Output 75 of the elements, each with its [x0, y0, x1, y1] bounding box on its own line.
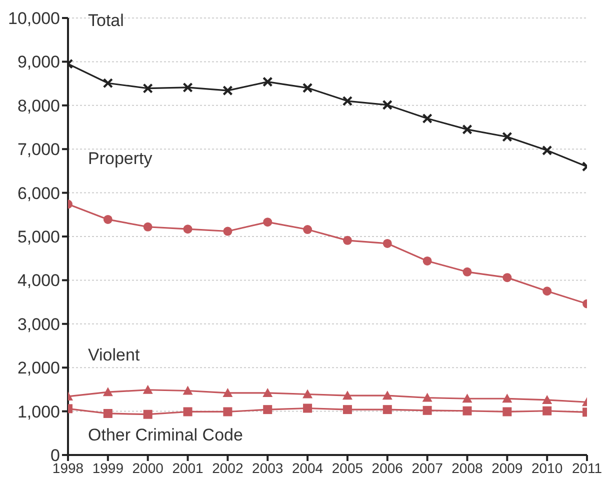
point — [262, 76, 273, 87]
point — [103, 408, 112, 418]
series-label: Violent — [88, 345, 140, 364]
series-label: Other Criminal Code — [88, 426, 243, 445]
point — [422, 406, 432, 415]
point — [183, 407, 192, 416]
point — [502, 273, 512, 282]
point — [182, 386, 193, 395]
text: Property — [88, 149, 153, 168]
point — [342, 390, 352, 400]
point — [142, 384, 153, 394]
x-tick-label: 2005 — [332, 460, 364, 476]
x-tick-label: 2001 — [172, 460, 204, 476]
y-tick-label: 7,000 — [17, 140, 60, 160]
point — [342, 236, 352, 245]
point — [302, 82, 313, 94]
y-tick-label: 10,000 — [8, 9, 60, 28]
y-tick-label: 4,000 — [17, 271, 60, 290]
point — [542, 406, 552, 416]
point — [223, 226, 232, 236]
point — [182, 82, 193, 93]
y-tick-label: 3,000 — [17, 314, 60, 334]
point — [342, 405, 352, 414]
point — [262, 388, 273, 397]
point — [542, 286, 552, 296]
point — [263, 218, 272, 227]
point — [102, 387, 113, 396]
x-tick-label: 2008 — [452, 460, 484, 476]
point — [342, 96, 353, 106]
point — [502, 132, 512, 142]
point — [422, 392, 432, 402]
point — [502, 407, 512, 416]
point — [382, 405, 392, 414]
point — [142, 83, 153, 94]
point — [422, 113, 432, 124]
point — [143, 410, 152, 419]
point — [222, 388, 233, 397]
series-label: Total — [88, 10, 124, 30]
x-tick-label: 2000 — [132, 460, 164, 476]
point — [303, 404, 312, 413]
point — [462, 267, 472, 276]
point — [382, 390, 392, 400]
x-tick-label: 2002 — [212, 460, 244, 476]
point — [382, 238, 392, 248]
x-tick-label: 2007 — [412, 460, 444, 476]
x-tick-label: 2004 — [292, 460, 324, 476]
point — [223, 407, 232, 416]
x-tick-label: 1999 — [92, 460, 124, 476]
point — [263, 405, 272, 414]
y-tick-label: 6,000 — [17, 184, 60, 203]
y-tick-label: 5,000 — [17, 228, 60, 247]
point — [143, 222, 152, 232]
x-tick-label: 2009 — [492, 460, 523, 476]
point — [462, 406, 472, 416]
point — [103, 214, 112, 224]
point — [422, 256, 432, 266]
x-tick-label: 2003 — [252, 460, 284, 476]
point — [183, 224, 192, 234]
y-tick-label: 8,000 — [17, 96, 60, 116]
point — [302, 389, 313, 398]
x-tick-label: 2006 — [372, 460, 404, 476]
point — [462, 124, 472, 135]
point — [382, 100, 392, 110]
point — [303, 225, 312, 234]
point — [462, 394, 472, 403]
y-tick-label: 9,000 — [17, 52, 60, 72]
y-tick-label: 1,000 — [17, 402, 60, 422]
y-tick-label: 2,000 — [17, 358, 60, 378]
point — [502, 394, 512, 403]
point — [542, 145, 552, 156]
point — [222, 85, 233, 96]
x-tick-label: 2010 — [532, 460, 563, 476]
point — [542, 394, 552, 404]
point — [102, 78, 114, 88]
x-tick-label: 2011 — [572, 460, 602, 476]
